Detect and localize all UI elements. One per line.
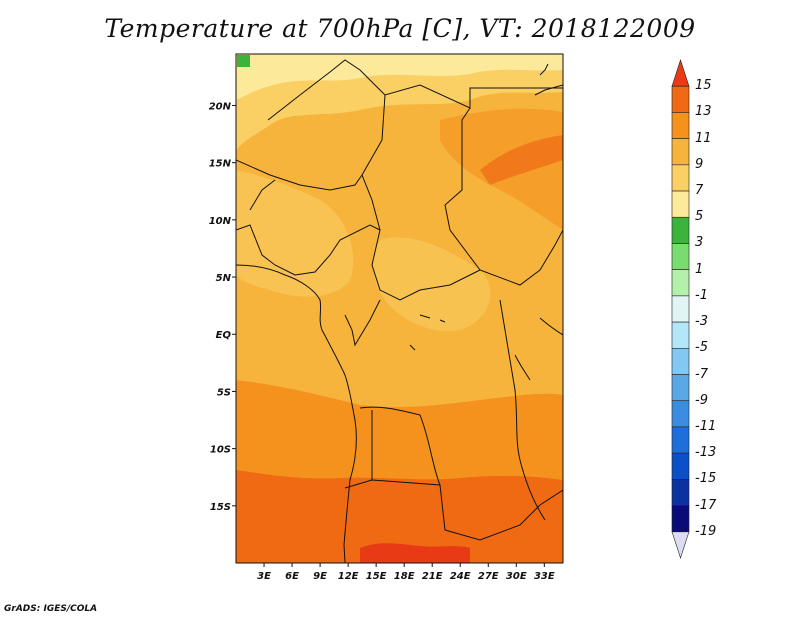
latitude-axis: 20N 15N 10N 5N EQ 5S 10S 15S	[209, 101, 236, 513]
lon-tick-label: 27E	[478, 571, 499, 582]
colorbar-swatch	[671, 269, 690, 297]
colorbar-label: -19	[695, 523, 717, 539]
lat-tick-label: EQ	[216, 330, 232, 341]
border-great-lakes	[499, 299, 546, 521]
lat-tick-label: 20N	[209, 101, 232, 112]
lat-tick-label: 15N	[209, 159, 232, 170]
lon-tick-label: 9E	[313, 571, 327, 582]
colorbar	[671, 59, 690, 559]
colorbar-label: 1	[695, 261, 704, 277]
lat-tick-label: 10N	[209, 216, 232, 227]
grads-credit: GrADS: IGES/COLA	[4, 604, 98, 614]
colorbar-swatch	[671, 138, 690, 166]
longitude-axis: 3E 6E 9E 12E 15E 18E 21E 24E 27E 30E 33E	[257, 563, 555, 582]
colorbar-swatch	[671, 243, 690, 270]
rivers-congo	[409, 314, 446, 351]
colorbar-label: 3	[695, 235, 704, 251]
colorbar-swatch	[671, 479, 690, 506]
plot-frame	[235, 53, 564, 564]
border-cameroon-congo	[344, 299, 381, 347]
colorbar-swatch	[671, 452, 690, 480]
colorbar-swatch	[671, 216, 690, 244]
temperature-field	[236, 54, 563, 563]
colorbar-swatch	[671, 348, 690, 375]
field-patch-3-5	[237, 55, 250, 67]
colorbar-swatch	[671, 295, 690, 323]
lon-tick-label: 24E	[450, 571, 471, 582]
border-southern	[344, 410, 563, 541]
border-car	[371, 264, 481, 301]
colorbar-swatch	[671, 59, 690, 87]
border-north	[267, 59, 563, 121]
field-band-7-9-central	[373, 237, 491, 331]
colorbar-swatch	[671, 85, 690, 113]
border-west-africa	[236, 179, 381, 276]
lat-tick-label: 5N	[216, 273, 232, 284]
colorbar-label: 13	[695, 104, 712, 120]
colorbar-label: -11	[695, 418, 717, 434]
colorbar-label: -3	[695, 314, 708, 330]
border-niger-chad	[361, 94, 386, 266]
lon-tick-label: 30E	[506, 571, 527, 582]
coastline-west	[236, 264, 357, 563]
colorbar-label: -13	[695, 445, 717, 461]
lat-tick-label: 5S	[217, 387, 231, 398]
lon-tick-label: 21E	[422, 571, 443, 582]
border-uganda-kenya	[514, 317, 563, 381]
colorbar-swatch	[671, 190, 690, 218]
colorbar-label: 9	[695, 156, 704, 172]
lon-tick-label: 6E	[285, 571, 299, 582]
border-sudan	[444, 107, 563, 286]
lon-tick-label: 12E	[338, 571, 359, 582]
colorbar-swatch	[671, 531, 690, 559]
colorbar-swatch	[671, 112, 690, 139]
colorbar-label: -1	[695, 287, 708, 303]
colorbar-label: 11	[695, 130, 712, 146]
coast-red-sea	[534, 63, 563, 96]
lon-tick-label: 15E	[366, 571, 387, 582]
colorbar-swatch	[671, 505, 690, 533]
colorbar-swatch	[671, 321, 690, 349]
lon-tick-label: 18E	[394, 571, 415, 582]
colorbar-label: -5	[695, 340, 708, 356]
chart-title: Temperature at 700hPa [C], VT: 201812200…	[104, 14, 696, 43]
field-band-11-13-east	[480, 135, 563, 185]
field-band-5-7-north	[236, 54, 563, 100]
lat-tick-label: 10S	[210, 445, 231, 456]
colorbar-label: 15	[695, 78, 712, 94]
border-angola-drc	[359, 406, 441, 486]
field-band-7-9-west	[236, 170, 354, 297]
colorbar-swatch	[671, 374, 690, 402]
colorbar-label: -15	[695, 471, 717, 487]
colorbar-swatch	[671, 164, 690, 192]
colorbar-label: -9	[695, 392, 708, 408]
lon-tick-label: 33E	[534, 571, 555, 582]
colorbar-label: -7	[695, 366, 708, 382]
lat-tick-label: 15S	[210, 502, 231, 513]
country-borders	[236, 59, 563, 563]
border-sahel	[236, 159, 363, 191]
lon-tick-label: 3E	[257, 571, 271, 582]
colorbar-label: 7	[695, 183, 704, 199]
colorbar-swatch	[671, 400, 690, 428]
field-band-15-south	[360, 543, 470, 563]
colorbar-swatch	[671, 426, 690, 454]
colorbar-label: -17	[695, 497, 717, 513]
colorbar-label: 5	[695, 209, 704, 225]
